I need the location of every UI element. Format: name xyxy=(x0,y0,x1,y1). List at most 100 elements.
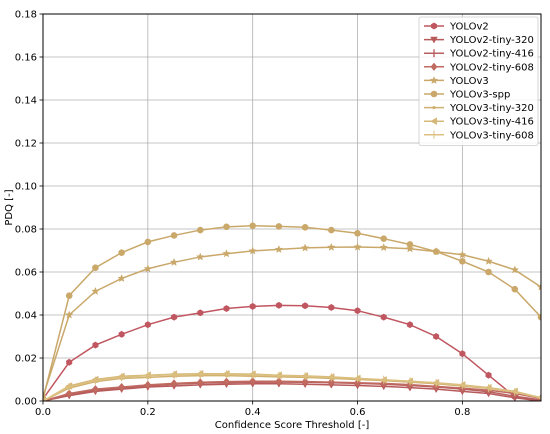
data-point xyxy=(458,381,467,390)
data-point xyxy=(275,223,283,230)
legend-label: YOLOv3-tiny-320 xyxy=(449,103,534,114)
legend-label: YOLOv2-tiny-320 xyxy=(449,35,534,46)
data-point xyxy=(301,223,309,231)
y-tick-label: 0.06 xyxy=(15,268,37,279)
y-tick-label: 0.10 xyxy=(15,182,37,193)
data-point xyxy=(169,257,179,266)
data-point xyxy=(65,292,73,299)
legend: YOLOv2 YOLOv2-tiny-320 YOLOv2-tiny-416 YOLO… xyxy=(418,16,539,146)
data-point xyxy=(327,242,336,251)
series-line xyxy=(43,374,541,401)
y-tick-label: 0.02 xyxy=(15,354,37,365)
data-point xyxy=(380,235,388,242)
data-point xyxy=(144,321,151,329)
data-point xyxy=(405,377,414,386)
y-tick-label: 0.08 xyxy=(15,225,37,236)
data-point xyxy=(274,244,284,254)
data-point xyxy=(92,341,99,349)
legend-entry: YOLOv2-tiny-608 xyxy=(424,62,534,73)
series-YOLOv2 xyxy=(43,301,541,401)
legend-marker xyxy=(430,49,438,58)
data-point xyxy=(118,249,125,256)
legend-entry: YOLOv3-tiny-608 xyxy=(424,130,534,141)
data-point xyxy=(117,273,126,283)
data-point xyxy=(222,249,231,258)
series-YOLOv2-tiny-608 xyxy=(43,377,541,401)
series-line xyxy=(43,246,541,397)
legend-label: YOLOv3-tiny-416 xyxy=(449,117,534,128)
data-point xyxy=(511,285,519,293)
data-point xyxy=(354,230,361,237)
data-point xyxy=(144,380,152,390)
data-point xyxy=(379,242,389,252)
data-point xyxy=(196,226,204,234)
data-point xyxy=(274,371,283,380)
data-point xyxy=(248,370,257,379)
data-point xyxy=(353,242,362,251)
legend-label: YOLOv2-tiny-608 xyxy=(449,62,534,73)
legend-marker xyxy=(429,75,439,85)
legend-marker xyxy=(430,130,438,139)
y-tick-label: 0.00 xyxy=(15,397,37,408)
series-line xyxy=(43,225,541,400)
data-point xyxy=(379,375,388,384)
axis-ticks: 0.0 0.2 0.4 0.6 0.8 0.00 0.02 0.04 0.06 0.08 0.10 0… xyxy=(15,10,471,419)
data-point xyxy=(92,264,99,272)
legend-label: YOLOv2-tiny-416 xyxy=(449,49,534,60)
legend-entry: YOLOv3 xyxy=(424,75,489,87)
legend-marker xyxy=(430,90,438,98)
data-point xyxy=(170,379,178,388)
legend-label: YOLOv2 xyxy=(449,22,489,33)
series-line xyxy=(43,383,541,401)
y-tick-label: 0.04 xyxy=(15,311,37,322)
data-point xyxy=(170,232,178,239)
data-point xyxy=(275,377,283,386)
series-line xyxy=(43,380,541,401)
data-point xyxy=(484,384,493,393)
data-point xyxy=(484,256,493,265)
data-point xyxy=(406,241,414,248)
data-point xyxy=(459,257,466,265)
data-point xyxy=(249,302,256,310)
data-point xyxy=(302,302,309,310)
x-tick-label: 0.4 xyxy=(245,407,261,418)
legend-marker xyxy=(430,22,438,30)
data-point xyxy=(537,395,541,401)
data-point xyxy=(223,223,230,231)
legend-entry: YOLOv2-tiny-320 xyxy=(424,35,534,46)
data-point xyxy=(485,371,492,379)
data-point xyxy=(222,377,231,386)
legend-marker xyxy=(430,62,438,71)
data-point xyxy=(353,374,362,383)
legend-box xyxy=(418,16,539,146)
data-point xyxy=(328,303,335,311)
data-point xyxy=(144,238,152,246)
data-point xyxy=(222,370,231,379)
x-axis-label: Confidence Score Threshold [-] xyxy=(215,420,370,431)
data-point xyxy=(537,393,541,401)
legend-entry: YOLOv3-spp xyxy=(424,90,510,101)
data-point xyxy=(459,350,466,358)
x-tick-label: 0.0 xyxy=(35,407,51,418)
data-point xyxy=(327,373,336,382)
legend-label: YOLOv3-spp xyxy=(449,90,510,101)
data-point xyxy=(301,377,309,386)
legend-entry: YOLOv3-tiny-416 xyxy=(424,117,534,128)
data-point xyxy=(354,307,361,315)
y-tick-label: 0.12 xyxy=(15,139,37,150)
data-point xyxy=(327,377,335,387)
data-point xyxy=(537,313,541,321)
data-point xyxy=(66,358,73,366)
series-YOLOv3-tiny-608 xyxy=(43,370,541,401)
data-point xyxy=(275,301,282,309)
series-lines xyxy=(43,222,541,401)
data-point xyxy=(197,309,204,317)
legend-marker xyxy=(430,117,438,126)
data-point xyxy=(91,286,100,295)
y-tick-label: 0.18 xyxy=(15,10,37,21)
data-point xyxy=(196,370,205,379)
data-point xyxy=(117,373,126,382)
data-point xyxy=(432,248,440,255)
x-tick-label: 0.8 xyxy=(454,407,470,418)
